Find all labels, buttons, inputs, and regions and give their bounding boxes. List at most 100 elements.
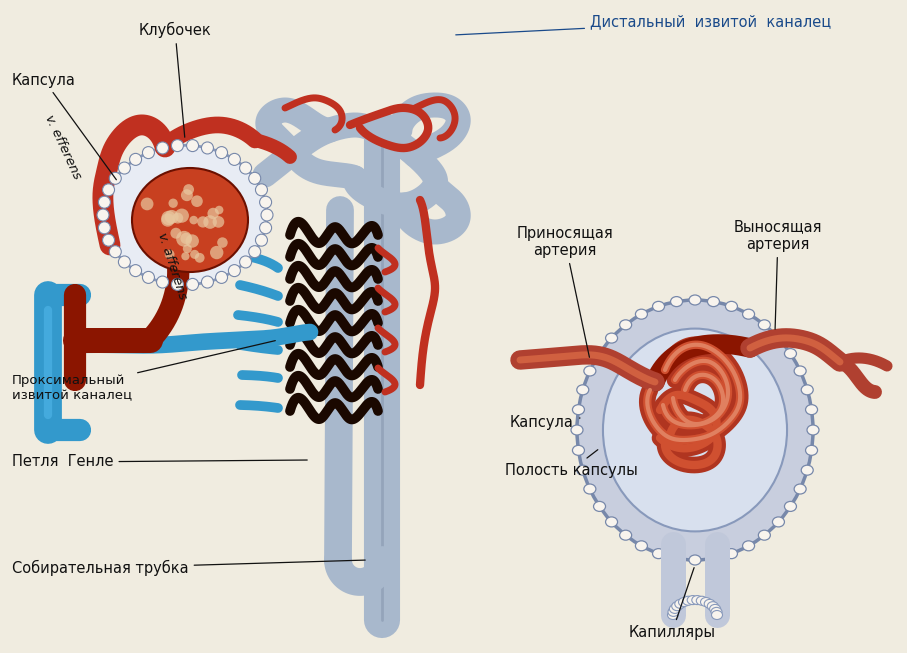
Circle shape bbox=[97, 209, 109, 221]
Ellipse shape bbox=[707, 601, 718, 611]
Circle shape bbox=[261, 209, 273, 221]
Text: Петля  Генле: Петля Генле bbox=[12, 454, 307, 470]
Ellipse shape bbox=[807, 425, 819, 435]
Ellipse shape bbox=[584, 366, 596, 376]
Circle shape bbox=[249, 246, 260, 258]
Ellipse shape bbox=[707, 296, 719, 307]
Circle shape bbox=[217, 237, 228, 248]
Circle shape bbox=[259, 222, 271, 234]
Circle shape bbox=[165, 210, 179, 224]
Text: Собирательная трубка: Собирательная трубка bbox=[12, 560, 366, 576]
Circle shape bbox=[180, 232, 191, 244]
Circle shape bbox=[190, 215, 198, 225]
Circle shape bbox=[195, 253, 205, 263]
Circle shape bbox=[171, 140, 183, 151]
Ellipse shape bbox=[619, 320, 631, 330]
Ellipse shape bbox=[743, 541, 755, 551]
Ellipse shape bbox=[652, 302, 665, 311]
Ellipse shape bbox=[773, 517, 785, 527]
Ellipse shape bbox=[636, 541, 648, 551]
Ellipse shape bbox=[707, 553, 719, 564]
Text: Клубочек: Клубочек bbox=[139, 22, 211, 137]
Text: Полость капсулы: Полость капсулы bbox=[505, 450, 638, 477]
Circle shape bbox=[130, 153, 141, 165]
Circle shape bbox=[157, 142, 169, 154]
Circle shape bbox=[142, 272, 154, 283]
Circle shape bbox=[175, 208, 189, 223]
Ellipse shape bbox=[606, 517, 618, 527]
Circle shape bbox=[229, 153, 240, 165]
Circle shape bbox=[102, 184, 114, 196]
Ellipse shape bbox=[795, 366, 806, 376]
Circle shape bbox=[201, 276, 213, 288]
Ellipse shape bbox=[593, 349, 606, 358]
Ellipse shape bbox=[785, 349, 796, 358]
Text: Выносящая
артерия: Выносящая артерия bbox=[734, 219, 823, 329]
Text: Проксимальный
извитой каналец: Проксимальный извитой каналец bbox=[12, 341, 276, 402]
Ellipse shape bbox=[572, 405, 584, 415]
Circle shape bbox=[229, 264, 240, 277]
Ellipse shape bbox=[672, 601, 683, 611]
Circle shape bbox=[183, 244, 192, 253]
Circle shape bbox=[191, 195, 203, 207]
Circle shape bbox=[256, 184, 268, 196]
Circle shape bbox=[98, 222, 111, 234]
Ellipse shape bbox=[683, 596, 694, 605]
Ellipse shape bbox=[758, 530, 770, 540]
Circle shape bbox=[190, 250, 200, 259]
Circle shape bbox=[197, 216, 209, 228]
Ellipse shape bbox=[593, 502, 606, 511]
Circle shape bbox=[171, 228, 181, 239]
Ellipse shape bbox=[577, 385, 589, 395]
Circle shape bbox=[249, 172, 260, 184]
Ellipse shape bbox=[711, 611, 723, 620]
Circle shape bbox=[181, 252, 190, 261]
Circle shape bbox=[256, 234, 268, 246]
Ellipse shape bbox=[795, 484, 806, 494]
Circle shape bbox=[180, 189, 193, 201]
Ellipse shape bbox=[709, 605, 720, 613]
Circle shape bbox=[169, 199, 178, 208]
Ellipse shape bbox=[606, 333, 618, 343]
Ellipse shape bbox=[668, 611, 678, 620]
Circle shape bbox=[157, 276, 169, 288]
Ellipse shape bbox=[636, 309, 648, 319]
Ellipse shape bbox=[805, 445, 817, 455]
Text: Капсула: Капсула bbox=[12, 72, 116, 180]
Ellipse shape bbox=[619, 530, 631, 540]
Ellipse shape bbox=[801, 385, 814, 395]
Circle shape bbox=[142, 147, 154, 159]
Ellipse shape bbox=[692, 596, 703, 605]
Circle shape bbox=[208, 208, 219, 219]
Circle shape bbox=[210, 246, 223, 259]
Circle shape bbox=[215, 206, 223, 214]
Ellipse shape bbox=[743, 309, 755, 319]
Ellipse shape bbox=[675, 599, 686, 609]
Ellipse shape bbox=[572, 445, 584, 455]
Circle shape bbox=[172, 213, 183, 223]
Ellipse shape bbox=[688, 596, 698, 605]
Text: Приносящая
артерия: Приносящая артерия bbox=[517, 225, 613, 357]
Ellipse shape bbox=[700, 597, 711, 607]
Ellipse shape bbox=[689, 555, 701, 565]
Circle shape bbox=[109, 172, 122, 184]
Ellipse shape bbox=[689, 295, 701, 305]
Ellipse shape bbox=[678, 597, 689, 607]
Circle shape bbox=[187, 140, 199, 151]
Circle shape bbox=[171, 278, 183, 291]
Ellipse shape bbox=[726, 549, 737, 558]
Ellipse shape bbox=[773, 333, 785, 343]
Circle shape bbox=[201, 142, 213, 154]
Ellipse shape bbox=[652, 549, 665, 558]
Circle shape bbox=[239, 256, 251, 268]
Ellipse shape bbox=[758, 320, 770, 330]
Circle shape bbox=[102, 234, 114, 246]
Ellipse shape bbox=[697, 596, 707, 605]
Ellipse shape bbox=[785, 502, 796, 511]
Circle shape bbox=[203, 215, 217, 229]
Text: Капсула: Капсула bbox=[510, 415, 580, 430]
Circle shape bbox=[165, 249, 174, 259]
Circle shape bbox=[161, 211, 176, 225]
Ellipse shape bbox=[103, 146, 267, 285]
Circle shape bbox=[183, 184, 194, 195]
